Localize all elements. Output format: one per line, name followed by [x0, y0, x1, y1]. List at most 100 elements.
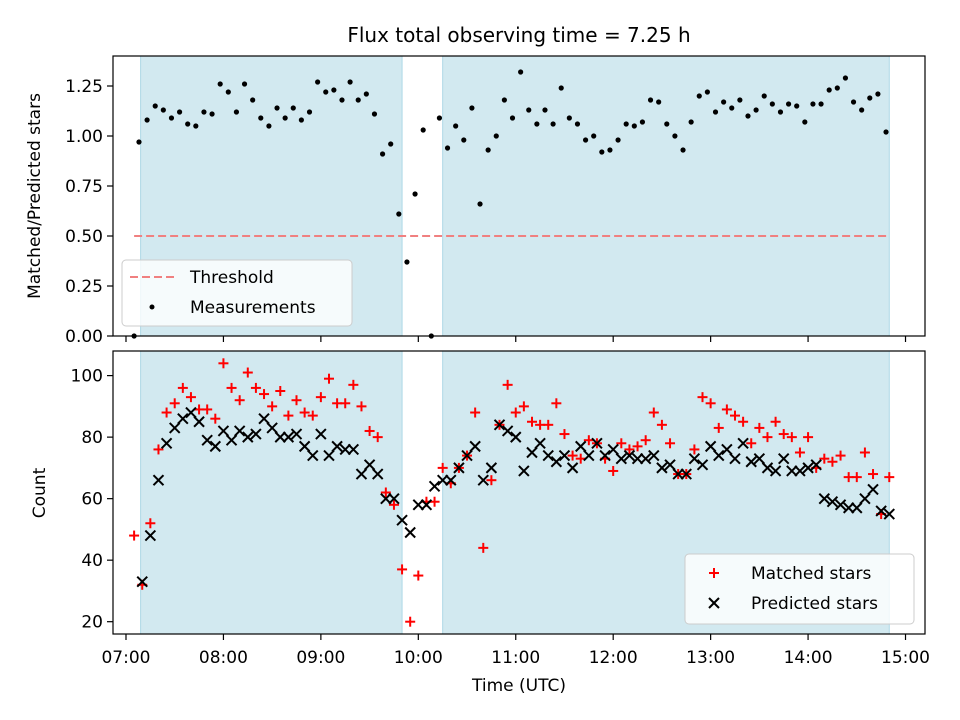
- predicted-star-mark-b: [169, 422, 181, 434]
- predicted-star-mark-b: [177, 412, 189, 425]
- predicted-star-point: [307, 449, 319, 462]
- predicted-star-point: [250, 428, 262, 440]
- y-tick-label: 1.00: [65, 127, 103, 147]
- predicted-star-point: [315, 428, 327, 440]
- predicted-star-point: [160, 437, 173, 449]
- measurement-point: [241, 81, 248, 87]
- predicted-star-mark-b: [412, 499, 425, 511]
- predicted-star-point: [266, 422, 278, 434]
- predicted-star-point: [428, 480, 441, 493]
- measurement-point: [826, 87, 832, 93]
- predicted-star-point: [802, 462, 814, 474]
- predicted-star-mark-b: [290, 428, 303, 440]
- measurement-point: [607, 147, 613, 153]
- predicted-star-mark-b: [136, 575, 148, 588]
- predicted-star-point: [169, 422, 181, 434]
- predicted-star-mark-b: [558, 449, 571, 462]
- measurement-point: [160, 107, 166, 113]
- predicted-star-point: [583, 449, 595, 462]
- measurement-point: [509, 115, 516, 121]
- predicted-star-mark-b: [298, 440, 311, 453]
- predicted-star-mark-b: [372, 468, 384, 480]
- measurement-point: [201, 109, 207, 115]
- matched-star-point: [380, 487, 391, 498]
- predicted-star-point: [396, 514, 408, 526]
- matched-legend-label: Matched stars: [751, 564, 871, 584]
- x-axis-label: Time (UTC): [471, 676, 566, 696]
- predicted-star-mark-b: [753, 452, 766, 465]
- predicted-star-point: [518, 465, 530, 477]
- matched-star-point: [794, 447, 805, 458]
- predicted-star-point: [656, 462, 668, 474]
- predicted-star-mark-b: [656, 462, 668, 474]
- predicted-star-mark-b: [664, 459, 676, 471]
- predicted-star-mark-b: [339, 443, 351, 456]
- measurement-point: [355, 97, 361, 103]
- predicted-star-mark-b: [680, 468, 692, 480]
- predicted-star-point: [534, 437, 546, 449]
- predicted-star-mark-b: [672, 468, 684, 480]
- predicted-star-mark-b: [623, 449, 636, 462]
- predicted-star-mark-b: [217, 425, 230, 437]
- matched-star-point: [153, 444, 164, 455]
- measurement-point: [209, 111, 215, 117]
- measurement-point: [656, 99, 662, 105]
- matched-star-point: [161, 407, 172, 418]
- predicted-star-point: [477, 474, 489, 486]
- matched-star-point: [770, 416, 781, 427]
- predicted-star-point: [591, 437, 603, 449]
- predicted-star-mark-b: [436, 474, 449, 486]
- measurement-point: [680, 147, 686, 153]
- predicted-star-mark-b: [591, 437, 603, 449]
- predicted-star-mark-b: [250, 428, 262, 440]
- predicted-star-point: [193, 416, 205, 428]
- matched-star-point: [551, 398, 562, 409]
- predicted-star-mark-b: [477, 474, 489, 486]
- predicted-star-mark-b: [818, 492, 831, 505]
- matched-star-point: [502, 379, 513, 390]
- predicted-star-point: [233, 425, 246, 437]
- matched-star-point: [259, 389, 270, 400]
- predicted-star-mark-b: [445, 474, 457, 486]
- predicted-star-point: [867, 483, 879, 496]
- measurement-point: [469, 105, 475, 111]
- predicted-star-mark-b: [526, 446, 538, 459]
- predicted-star-mark-b: [323, 449, 335, 462]
- matched-star-point: [129, 530, 140, 541]
- matched-star-point: [583, 435, 594, 446]
- predicted-star-mark-b: [380, 492, 392, 505]
- matched-star-point: [689, 444, 700, 455]
- predicted-star-mark-b: [575, 440, 587, 453]
- predicted-star-mark-b: [794, 465, 806, 477]
- predicted-star-mark-b: [834, 499, 847, 511]
- threshold-legend-label: Threshold: [189, 268, 274, 288]
- predicted-star-point: [680, 468, 692, 480]
- y-tick-label: 40: [81, 551, 103, 571]
- measurement-point: [623, 121, 629, 127]
- measurement-point: [152, 103, 158, 109]
- matched-star-point: [616, 438, 627, 449]
- matched-star-point: [437, 462, 448, 473]
- matched-star-point: [405, 616, 416, 627]
- y-tick-label: 60: [81, 490, 103, 510]
- predicted-star-mark-b: [688, 452, 701, 465]
- predicted-star-mark-b: [453, 462, 465, 474]
- predicted-star-point: [639, 452, 652, 465]
- predicted-star-point: [688, 452, 701, 465]
- measurement-point: [185, 121, 191, 127]
- y-tick-label: 100: [71, 367, 103, 387]
- measurement-point: [453, 123, 459, 129]
- measurement-point: [729, 105, 735, 111]
- predicted-star-point: [526, 446, 538, 459]
- bottom-y-label: Count: [30, 467, 50, 518]
- shaded-interval: [140, 350, 403, 635]
- predicted-star-point: [737, 437, 749, 449]
- measurement-point: [850, 99, 857, 105]
- measurement-point: [420, 127, 426, 133]
- predicted-star-point: [177, 412, 189, 425]
- predicted-star-point: [575, 440, 587, 453]
- measurement-point: [842, 75, 849, 81]
- bottom-panel-frame: [112, 350, 926, 635]
- matched-star-point: [762, 432, 773, 443]
- matched-star-point: [177, 382, 188, 393]
